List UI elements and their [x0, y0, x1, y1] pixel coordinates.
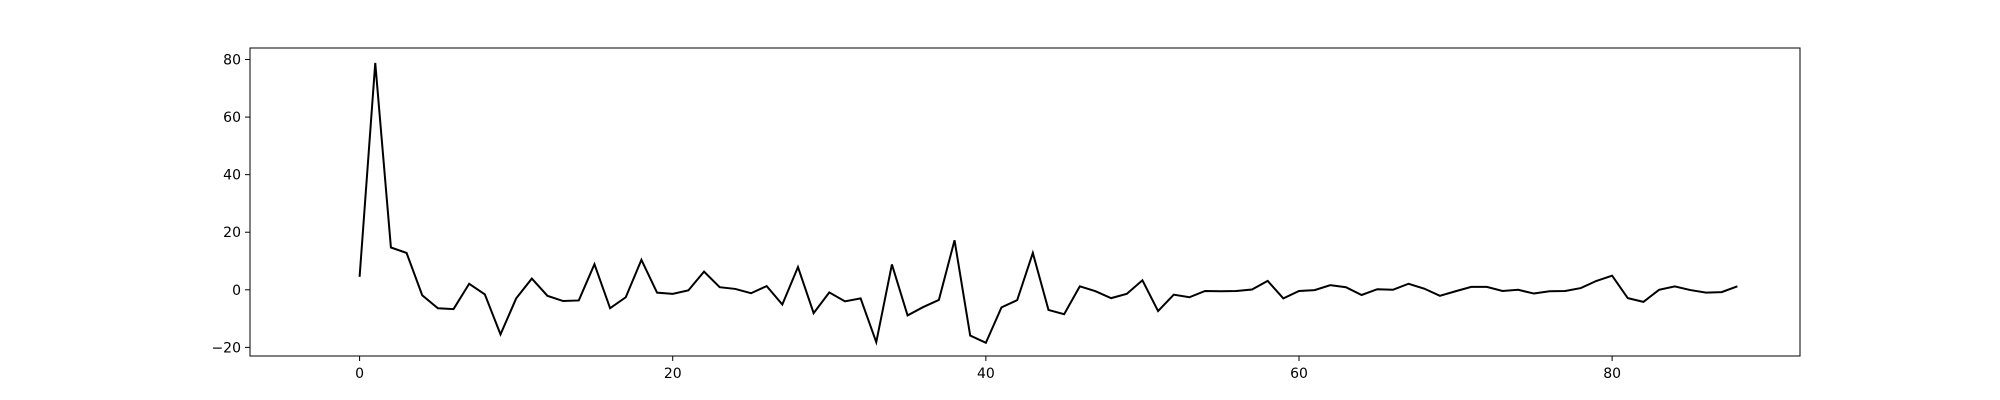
x-tick-label: 20: [664, 366, 682, 382]
x-tick-label: 0: [355, 366, 364, 382]
axes-frame: [249, 47, 1801, 357]
x-tick-label: 80: [1603, 366, 1621, 382]
x-tick-label: 60: [1290, 366, 1308, 382]
y-tick-label: −20: [211, 340, 241, 356]
y-tick-label: 40: [223, 168, 241, 184]
series-line-0: [358, 62, 1738, 346]
y-tick-label: 80: [223, 53, 241, 69]
y-tick-label: 60: [223, 110, 241, 126]
x-tick-label: 40: [977, 366, 995, 382]
y-tick-label: 0: [232, 283, 241, 299]
y-tick-label: 20: [223, 225, 241, 241]
plot-area: 0 20 40 60 80 −20 0 20 40 60 80: [211, 47, 1801, 382]
